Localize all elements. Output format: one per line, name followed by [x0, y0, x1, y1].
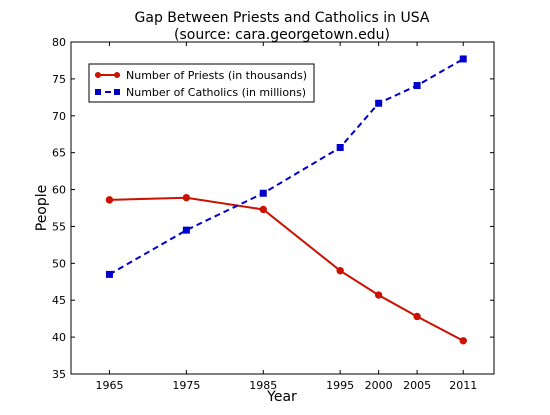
y-tick-label: 70: [52, 110, 66, 123]
data-point-priests: [459, 337, 467, 345]
legend-marker-priests: [95, 72, 101, 78]
x-tick-label: 1995: [326, 379, 354, 392]
y-tick-label: 75: [52, 73, 66, 86]
legend: Number of Priests (in thousands) Number o…: [88, 63, 315, 103]
legend-box: [88, 63, 315, 103]
data-point-priests: [259, 205, 267, 214]
data-point-catholics: [182, 226, 190, 234]
x-axis-label: Year: [266, 389, 297, 405]
data-point-priests: [413, 312, 421, 321]
chart-title: Gap Between Priests and Catholics in USA: [135, 10, 430, 26]
data-point-priests: [336, 267, 344, 275]
y-tick-label: 40: [52, 331, 66, 344]
data-point-priests: [374, 291, 383, 299]
legend-marker-catholics: [95, 89, 101, 95]
legend-marker-priests: [114, 72, 120, 78]
data-point-priests: [105, 196, 114, 204]
y-tick-label: 55: [52, 220, 66, 233]
x-tick-label: 1965: [95, 379, 123, 392]
series-layer: [105, 55, 467, 345]
y-tick-label: 65: [52, 147, 66, 160]
legend-label-catholics: Number of Catholics (in millions): [126, 86, 306, 99]
x-tick-label: 2011: [449, 379, 477, 392]
y-tick-label: 45: [52, 294, 66, 307]
x-tick-label: 2005: [403, 379, 431, 392]
y-tick-label: 50: [52, 257, 66, 270]
data-point-catholics: [259, 189, 267, 197]
legend-marker-catholics: [114, 89, 120, 95]
x-tick-label: 2000: [365, 379, 393, 392]
x-tick-label: 1985: [249, 379, 277, 392]
data-point-catholics: [336, 144, 344, 152]
data-point-catholics: [413, 82, 421, 90]
axis-ticks: 1965 1975 1985 1995 2000 2005 2011 35 40 45 50 55 60…: [52, 36, 494, 392]
y-tick-label: 35: [52, 368, 66, 381]
data-point-catholics: [105, 270, 113, 278]
data-point-catholics: [459, 55, 467, 63]
y-tick-label: 80: [52, 36, 66, 49]
y-axis-label: People: [34, 185, 50, 232]
data-point-catholics: [375, 99, 383, 107]
legend-label-priests: Number of Priests (in thousands): [126, 69, 307, 82]
chart-subtitle: (source: cara.georgetown.edu): [174, 27, 390, 43]
x-tick-label: 1975: [172, 379, 200, 392]
y-tick-label: 60: [52, 184, 66, 197]
data-point-priests: [182, 193, 191, 202]
